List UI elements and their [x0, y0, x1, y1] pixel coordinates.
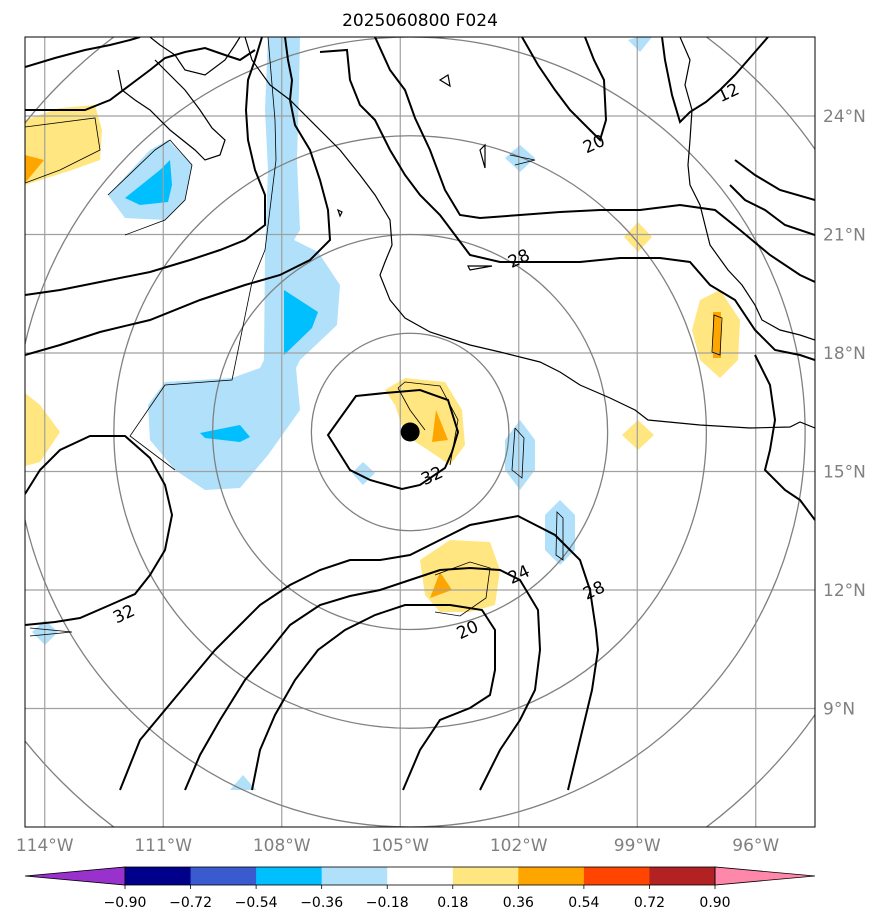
coastline-island-c — [336, 208, 343, 218]
coastline-island-b — [479, 143, 486, 169]
coastline-north — [149, 37, 241, 76]
lon-tick-label: 102°W — [490, 836, 548, 856]
range-ring — [310, 332, 510, 532]
colorbar-level-label: 0.90 — [699, 895, 730, 911]
lat-tick-label: 24°N — [823, 107, 866, 127]
lat-tick-label: 12°N — [823, 581, 866, 601]
colorbar-frame — [124, 866, 716, 886]
shade-yellow-w — [25, 393, 60, 466]
outline-nw-yellow — [25, 117, 101, 184]
lon-tick-label: 105°W — [371, 836, 429, 856]
colorbar-segment — [321, 867, 388, 885]
storm-center-marker — [400, 422, 420, 442]
outline-100w — [555, 511, 564, 561]
colorbar-level-label: −0.72 — [169, 895, 212, 911]
shade-yellow-99w-b — [622, 420, 654, 450]
contour-west-a — [25, 37, 332, 356]
colorbar-level-label: 0.18 — [437, 895, 468, 911]
colorbar-segment — [649, 867, 716, 885]
colorbar-level-label: 0.36 — [503, 895, 534, 911]
latitude-tick-labels: 24°N 21°N 18°N 15°N 12°N 9°N — [823, 107, 866, 720]
lon-tick-label: 111°W — [134, 836, 192, 856]
lon-tick-label: 99°W — [614, 836, 661, 856]
map-frame — [24, 36, 816, 828]
outline-center — [397, 381, 459, 466]
contour-west-b — [25, 37, 266, 296]
colorbar-segment — [452, 867, 519, 885]
colorbar: −0.90 −0.72 −0.54 −0.36 −0.18 0.18 0.36 0.54 0.7… — [24, 866, 816, 911]
contour-28-north — [319, 48, 815, 361]
contour-east-a — [754, 354, 815, 521]
range-ring — [113, 135, 708, 729]
colorbar-extend-high — [714, 866, 816, 886]
lon-tick-label: 108°W — [253, 836, 311, 856]
outline-sw — [29, 627, 73, 637]
contour-28-south — [119, 514, 600, 791]
shade-blue-core-a — [284, 290, 318, 355]
coastline-baja — [117, 59, 226, 161]
coastline-island-a — [438, 74, 451, 88]
shade-blue-mid — [352, 462, 375, 485]
outline-south — [434, 561, 491, 617]
shade-orange-east — [713, 312, 721, 358]
shading-layer — [25, 37, 740, 790]
contour-32-sw — [25, 435, 174, 626]
outline-102w-n — [509, 154, 536, 166]
coastline-island-d — [467, 265, 493, 271]
lon-tick-label: 96°W — [732, 836, 779, 856]
coastlines — [117, 37, 815, 429]
contour-20-north — [521, 37, 608, 142]
shade-orange-nw — [25, 155, 44, 183]
shade-blue-nw-core — [125, 160, 172, 205]
colorbar-segment — [518, 867, 585, 885]
contour-12-ne — [661, 37, 769, 124]
contour-24-north — [374, 37, 815, 283]
colorbar-level-label: −0.36 — [300, 895, 343, 911]
chart-title: 2025060800 F024 — [342, 11, 498, 31]
range-ring — [211, 233, 609, 631]
contour-ne-b — [734, 159, 815, 201]
colorbar-level-label: −0.54 — [235, 895, 278, 911]
shade-orange-center — [432, 410, 448, 442]
outline-102w — [511, 427, 525, 479]
coastline-mainland — [244, 37, 815, 429]
colorbar-level-label: 0.72 — [634, 895, 665, 911]
colorbar-segment — [387, 867, 454, 885]
colorbar-segment — [256, 867, 323, 885]
colorbar-extend-low — [24, 866, 126, 886]
shade-blue-102w-n — [505, 145, 535, 172]
colorbar-segment — [125, 867, 192, 885]
shade-blue-strip — [148, 37, 340, 490]
lat-tick-label: 21°N — [823, 226, 866, 246]
contour-24-south — [184, 566, 542, 791]
lat-tick-label: 9°N — [823, 700, 855, 720]
colorbar-segment — [583, 867, 650, 885]
colorbar-level-label: −0.18 — [366, 895, 409, 911]
shade-yellow-99w — [624, 222, 652, 252]
colorbar-level-label: −0.90 — [104, 895, 147, 911]
coastline-gulf-east — [679, 37, 815, 341]
lat-tick-label: 18°N — [823, 344, 866, 364]
shade-blue-102w — [505, 420, 535, 490]
outline-nw — [107, 139, 193, 236]
shade-blue-99w-n — [628, 37, 652, 52]
contour-32-closed — [326, 388, 460, 491]
colorbar-segment — [190, 867, 257, 885]
shade-orange-south — [430, 572, 452, 598]
colorbar-level-label: 0.54 — [568, 895, 599, 911]
lon-tick-label: 114°W — [16, 836, 74, 856]
outline-east — [711, 314, 723, 356]
range-ring — [25, 37, 806, 827]
contour-20-south — [251, 604, 496, 791]
longitude-tick-labels: 114°W 111°W 108°W 105°W 102°W 99°W 96°W — [16, 836, 780, 856]
contour-ne-a — [729, 184, 815, 236]
contour-west-d — [25, 37, 141, 68]
contours — [25, 37, 815, 791]
lat-tick-label: 15°N — [823, 463, 866, 483]
contour-west-c — [25, 46, 256, 111]
